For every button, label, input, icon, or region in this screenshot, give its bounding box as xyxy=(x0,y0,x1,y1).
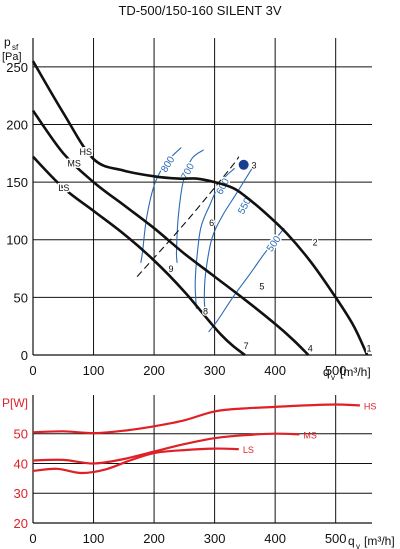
point-label-3: 3 xyxy=(251,160,256,170)
y-tick-label: 50 xyxy=(14,427,28,442)
isoline-550 xyxy=(203,168,253,309)
y-axis-label: p xyxy=(4,35,11,49)
x-axis-unit: [m³/h] xyxy=(340,365,371,379)
point-label-8: 8 xyxy=(203,307,208,317)
power-series-label-ms: MS xyxy=(303,430,317,440)
point-label-9: 9 xyxy=(169,264,174,274)
y-tick-label: 200 xyxy=(6,117,28,132)
x-axis-label-sub: v xyxy=(331,373,335,382)
power-curve-hs xyxy=(32,403,360,435)
point-label-1: 1 xyxy=(366,344,371,354)
x-tick-label: 500 xyxy=(325,531,347,546)
x-axis-label: q xyxy=(348,534,355,548)
power-series-label-ls: LS xyxy=(243,445,254,455)
x-tick-label: 100 xyxy=(83,531,105,546)
y-tick-label: 100 xyxy=(6,233,28,248)
operating-point-marker xyxy=(238,159,249,170)
y-tick-label: 30 xyxy=(14,486,28,501)
pressure-curve-ms xyxy=(31,109,310,356)
isoline-800 xyxy=(140,147,182,263)
y-axis-unit: [Pa] xyxy=(2,51,22,63)
y-axis-label-sub: sf xyxy=(12,43,19,52)
x-tick-label: 200 xyxy=(143,363,165,378)
power-curve-ms xyxy=(32,432,300,465)
x-tick-label: 300 xyxy=(204,531,226,546)
point-label-4: 4 xyxy=(308,344,313,354)
point-label-2: 2 xyxy=(313,237,318,247)
x-axis-label-sub: v xyxy=(356,542,360,549)
chart-title: TD-500/150-160 SILENT 3V xyxy=(118,3,281,18)
point-label-5: 5 xyxy=(259,281,264,291)
x-tick-label: 300 xyxy=(204,363,226,378)
isoline-label: 550 xyxy=(236,196,254,216)
x-tick-label: 500 xyxy=(325,363,347,378)
pressure-curve-ls xyxy=(32,155,246,357)
x-tick-label: 100 xyxy=(83,363,105,378)
x-tick-label: 200 xyxy=(143,531,165,546)
pressure-curve-hs xyxy=(31,60,369,356)
power-axis-label: P[W] xyxy=(2,396,28,410)
series-label-ls: LS xyxy=(58,183,69,193)
x-tick-label: 400 xyxy=(264,363,286,378)
isoline-700 xyxy=(175,149,205,263)
isoline-label: 500 xyxy=(265,234,284,254)
y-tick-label: 40 xyxy=(14,456,28,471)
point-label-6: 6 xyxy=(209,218,214,228)
isoline-500 xyxy=(208,227,285,333)
isoline-600 xyxy=(194,167,235,309)
x-tick-label: 0 xyxy=(29,531,36,546)
power-curve-ls xyxy=(32,447,239,475)
isoline-label: 800 xyxy=(159,154,177,174)
x-axis-unit: [m³/h] xyxy=(364,534,395,548)
y-tick-label: 20 xyxy=(14,516,28,531)
x-tick-label: 0 xyxy=(29,363,36,378)
x-tick-label: 400 xyxy=(264,531,286,546)
y-tick-label: 150 xyxy=(6,175,28,190)
point-label-7: 7 xyxy=(244,341,249,351)
power-series-label-hs: HS xyxy=(364,401,377,411)
y-tick-label: 250 xyxy=(6,60,28,75)
y-tick-label: 50 xyxy=(14,290,28,305)
y-tick-label: 0 xyxy=(21,348,28,363)
x-axis-label: q xyxy=(323,365,330,379)
series-label-hs: HS xyxy=(80,147,93,157)
series-label-ms: MS xyxy=(67,159,81,169)
